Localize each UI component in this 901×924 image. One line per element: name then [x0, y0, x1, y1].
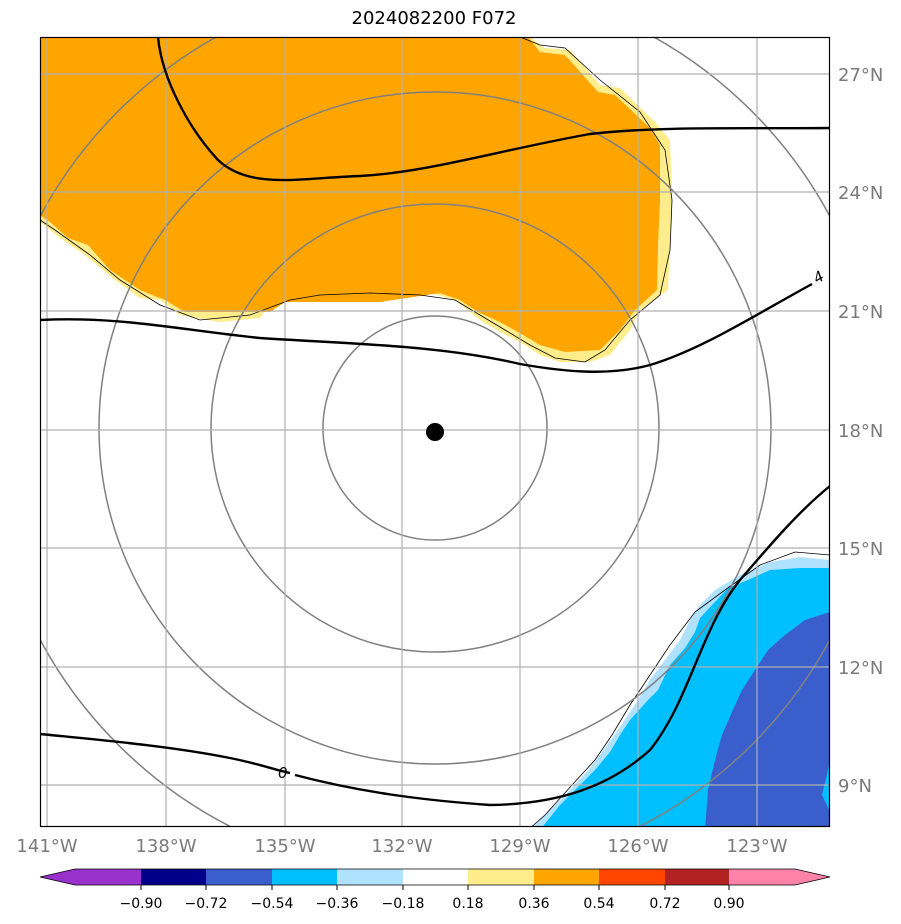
negative-anomaly-dark	[705, 612, 830, 827]
colorbar-segment	[75, 869, 141, 885]
colorbar-segment	[729, 869, 795, 885]
colorbar-segment	[665, 869, 729, 885]
colorbar-label: 0.36	[518, 896, 549, 912]
lat-label: 21°N	[838, 302, 883, 323]
range-rings	[40, 37, 830, 827]
colorbar-label: −0.36	[316, 896, 359, 912]
colorbar-segment	[403, 869, 468, 885]
colorbar-min-arrow	[40, 869, 75, 885]
latitude-labels: 27°N 24°N 21°N 18°N 15°N 12°N 9°N	[838, 65, 883, 797]
lat-label: 18°N	[838, 421, 883, 442]
colorbar-segment	[337, 869, 403, 885]
map-frame	[39, 36, 831, 828]
lon-label: 138°W	[135, 836, 196, 857]
colorbar-label: −0.18	[382, 896, 425, 912]
lat-label: 9°N	[838, 776, 872, 797]
colorbar-segment	[141, 869, 206, 885]
colorbar-segment	[599, 869, 665, 885]
map-plot-area	[40, 37, 830, 827]
lon-label: 123°W	[726, 836, 787, 857]
lat-label: 24°N	[838, 183, 883, 204]
lat-label: 12°N	[838, 658, 883, 679]
lon-label: 132°W	[371, 836, 432, 857]
longitude-labels: 141°W 138°W 135°W 132°W 129°W 126°W 123°…	[16, 836, 787, 857]
lon-label: 135°W	[254, 836, 315, 857]
colorbar-segment	[272, 869, 337, 885]
lon-label: 129°W	[489, 836, 550, 857]
lat-label: 27°N	[838, 65, 883, 86]
colorbar-label: −0.72	[185, 896, 228, 912]
contour-label-0: 0	[278, 764, 288, 782]
positive-anomaly-orange	[40, 37, 660, 352]
center-marker	[426, 423, 444, 441]
colorbar-label: 0.72	[649, 896, 680, 912]
colorbar-label: 0.18	[452, 896, 483, 912]
colorbar-segment	[206, 869, 272, 885]
lon-label: 126°W	[607, 836, 668, 857]
map-title: 2024082200 F072	[351, 8, 517, 29]
lat-label: 15°N	[838, 539, 883, 560]
colorbar-segment	[468, 869, 534, 885]
colorbar-label: −0.90	[120, 896, 163, 912]
lon-label: 141°W	[16, 836, 77, 857]
contour-label-4: 4	[810, 267, 827, 287]
colorbar-label: 0.90	[713, 896, 744, 912]
colorbar-segment	[534, 869, 599, 885]
colorbar-label: 0.54	[583, 896, 614, 912]
isolines	[40, 37, 830, 807]
colorbar-label: −0.54	[251, 896, 294, 912]
colorbar: −0.90 −0.72 −0.54 −0.36 −0.18 0.18 0.36 …	[39, 868, 831, 912]
colorbar-max-arrow	[795, 869, 830, 885]
